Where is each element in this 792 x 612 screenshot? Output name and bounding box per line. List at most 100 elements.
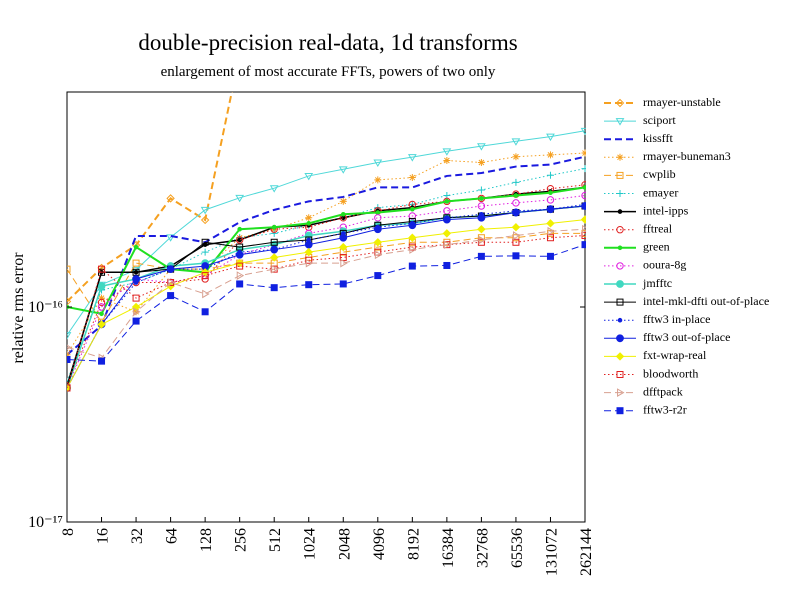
- x-tick-label: 64: [164, 528, 181, 544]
- marker: [512, 234, 520, 242]
- marker: [373, 238, 383, 247]
- marker: [581, 241, 586, 249]
- marker: [408, 174, 416, 182]
- marker: [616, 280, 624, 288]
- marker: [409, 245, 417, 254]
- marker: [581, 149, 586, 157]
- marker: [132, 275, 140, 283]
- marker: [200, 206, 210, 215]
- marker: [546, 205, 555, 214]
- marker: [339, 253, 347, 261]
- x-tick-label: 131072: [543, 528, 560, 576]
- marker: [408, 262, 416, 270]
- series-line: [67, 152, 586, 355]
- marker: [408, 243, 416, 251]
- legend-label: fftw3-r2r: [643, 402, 687, 416]
- marker: [132, 317, 140, 325]
- series-line: [67, 184, 586, 386]
- marker: [407, 154, 417, 162]
- marker: [616, 153, 624, 161]
- marker: [616, 190, 624, 197]
- legend-label: cwplib: [643, 167, 676, 181]
- marker: [408, 221, 417, 230]
- marker: [615, 352, 625, 361]
- legend-label: ooura-8g: [643, 258, 686, 272]
- marker: [374, 214, 382, 222]
- marker: [98, 294, 106, 302]
- legend-label: green: [643, 240, 670, 254]
- legend-label: rmayer-buneman3: [643, 149, 731, 163]
- marker: [442, 215, 451, 224]
- marker: [237, 237, 242, 243]
- marker: [235, 236, 244, 244]
- marker: [132, 294, 140, 302]
- marker: [67, 383, 72, 393]
- legend-label: fftw3 out-of-place: [643, 330, 730, 344]
- marker: [235, 194, 245, 203]
- y-tick-label: 10⁻¹⁶: [28, 299, 63, 316]
- marker: [133, 244, 139, 250]
- marker: [546, 252, 554, 260]
- marker: [477, 202, 486, 210]
- y-tick-label: 10⁻¹⁷: [28, 514, 63, 531]
- marker: [131, 266, 141, 275]
- marker: [237, 226, 242, 232]
- marker: [408, 212, 417, 220]
- marker: [546, 234, 554, 242]
- legend-label: fftw3 in-place: [643, 312, 710, 326]
- marker: [201, 308, 209, 316]
- marker: [511, 223, 521, 232]
- x-tick-label: 2048: [336, 528, 353, 560]
- marker: [477, 225, 486, 234]
- marker: [615, 98, 625, 108]
- marker: [617, 245, 623, 251]
- marker: [67, 265, 71, 273]
- marker: [547, 226, 555, 236]
- y-axis-label: relative rms error: [10, 252, 27, 364]
- marker: [444, 199, 450, 204]
- x-tick-label: 16: [95, 528, 112, 544]
- marker: [616, 298, 624, 306]
- marker: [373, 159, 383, 167]
- marker: [339, 197, 347, 205]
- marker: [477, 234, 485, 242]
- marker: [270, 238, 278, 246]
- marker: [305, 281, 313, 289]
- marker: [306, 221, 312, 226]
- marker: [97, 282, 106, 291]
- marker: [97, 320, 106, 329]
- marker: [408, 233, 417, 242]
- marker: [235, 250, 244, 259]
- x-tick-label: 32: [129, 528, 146, 544]
- series-line: [67, 205, 586, 389]
- x-tick-label: 256: [233, 528, 250, 552]
- marker: [617, 317, 623, 323]
- marker: [512, 199, 520, 207]
- x-tick-label: 4096: [371, 528, 388, 560]
- marker: [269, 185, 279, 193]
- marker: [548, 190, 553, 196]
- marker: [270, 284, 278, 292]
- marker: [304, 240, 313, 249]
- marker: [305, 214, 313, 222]
- marker: [477, 213, 486, 222]
- marker: [166, 194, 175, 203]
- series-line: [67, 195, 586, 389]
- x-tick-label: 128: [198, 528, 215, 552]
- marker: [340, 211, 346, 217]
- marker: [339, 280, 347, 288]
- x-tick-label: 512: [267, 528, 284, 552]
- marker: [269, 253, 279, 262]
- series-line: [67, 155, 586, 356]
- marker: [167, 278, 176, 287]
- marker: [304, 172, 314, 181]
- marker: [546, 219, 555, 228]
- legend-label: fftreal: [643, 221, 673, 235]
- chart-title: double-precision real-data, 1d transform…: [138, 30, 517, 55]
- marker: [513, 193, 519, 198]
- marker: [478, 235, 486, 245]
- marker: [616, 407, 624, 415]
- series-line: [67, 186, 586, 387]
- marker: [236, 271, 245, 280]
